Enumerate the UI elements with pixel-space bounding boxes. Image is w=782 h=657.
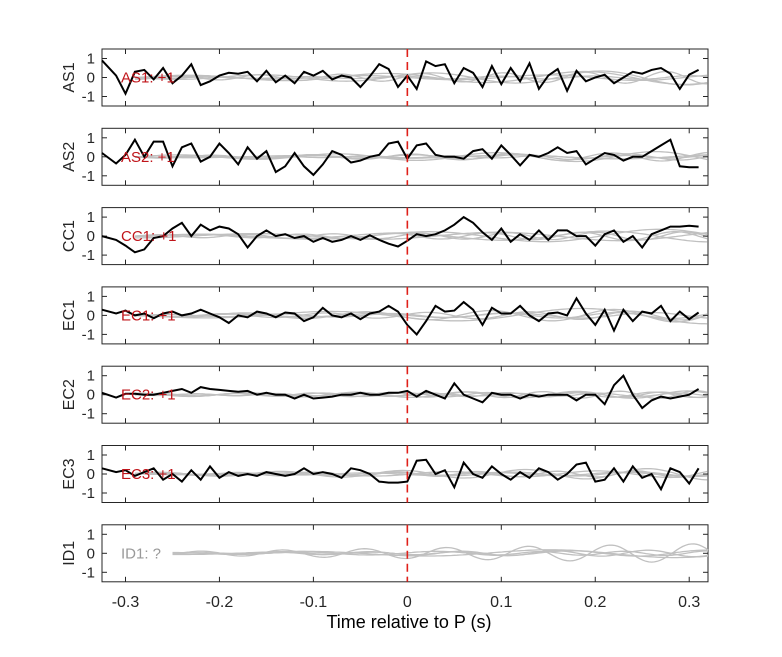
panel-ylabel: EC2: [61, 379, 78, 410]
y-tick-label: -1: [82, 326, 95, 343]
x-tick-label: -0.3: [112, 594, 140, 611]
trace-line: [101, 59, 700, 97]
y-tick-label: 0: [87, 228, 95, 245]
x-tick-label: 0.2: [584, 594, 606, 611]
x-tick-label: -0.1: [300, 594, 328, 611]
y-tick-label: 0: [87, 466, 95, 483]
y-tick-label: 1: [87, 526, 95, 543]
polarity-annotation: EC1: +1: [121, 307, 176, 324]
y-tick-label: -1: [82, 89, 95, 106]
background-trace: [134, 231, 708, 241]
background-trace: [134, 311, 708, 319]
y-tick-label: 0: [87, 149, 95, 166]
background-trace: [134, 70, 708, 86]
polarity-annotation: CC1: +1: [121, 228, 176, 245]
polarity-annotation: EC2: +1: [121, 387, 176, 404]
y-tick-label: 1: [87, 368, 95, 385]
background-trace: [134, 150, 708, 163]
y-tick-label: -1: [82, 168, 95, 185]
trace-line: [101, 215, 699, 254]
y-tick-label: 0: [87, 307, 95, 324]
y-tick-label: 0: [87, 70, 95, 87]
y-tick-label: -1: [82, 485, 95, 502]
x-tick-label: -0.2: [206, 594, 234, 611]
polarity-annotation: ID1: ?: [121, 545, 161, 562]
x-tick-label: 0: [403, 594, 412, 611]
background-trace: [134, 308, 708, 323]
polarity-annotation: AS2: +1: [121, 149, 175, 166]
panel-ylabel: EC3: [61, 458, 78, 489]
trace-line: [101, 458, 700, 492]
y-tick-label: 1: [87, 209, 95, 226]
trace-line: [101, 374, 700, 410]
y-tick-label: 0: [87, 387, 95, 404]
x-axis-label: Time relative to P (s): [326, 612, 491, 632]
y-tick-label: 0: [87, 545, 95, 562]
panel-ylabel: EC1: [61, 300, 78, 331]
panel-ylabel: AS1: [61, 62, 78, 92]
y-tick-label: 1: [87, 447, 95, 464]
y-tick-label: -1: [82, 564, 95, 581]
background-trace: [134, 311, 708, 320]
x-tick-label: 0.1: [490, 594, 512, 611]
panel-ylabel: AS2: [61, 142, 78, 172]
panel-ylabel: CC1: [61, 220, 78, 252]
background-trace: [134, 231, 708, 242]
background-trace: [134, 467, 708, 481]
x-tick-label: 0.3: [678, 594, 700, 611]
y-tick-label: -1: [82, 247, 95, 264]
background-trace: [134, 471, 708, 478]
panel-ylabel: ID1: [61, 541, 78, 566]
background-trace: [172, 549, 709, 559]
polarity-annotation: EC3: +1: [121, 466, 176, 483]
y-tick-label: 1: [87, 130, 95, 147]
y-tick-label: -1: [82, 406, 95, 423]
y-tick-label: 1: [87, 288, 95, 305]
x-axis-ticks: -0.3 -0.2 -0.1 0 0.1 0.2 0.3: [112, 594, 701, 611]
trace-line: [101, 296, 700, 336]
trace-line: [101, 137, 699, 177]
y-tick-label: 1: [87, 51, 95, 68]
polarity-annotation: AS1: +1: [121, 70, 175, 87]
